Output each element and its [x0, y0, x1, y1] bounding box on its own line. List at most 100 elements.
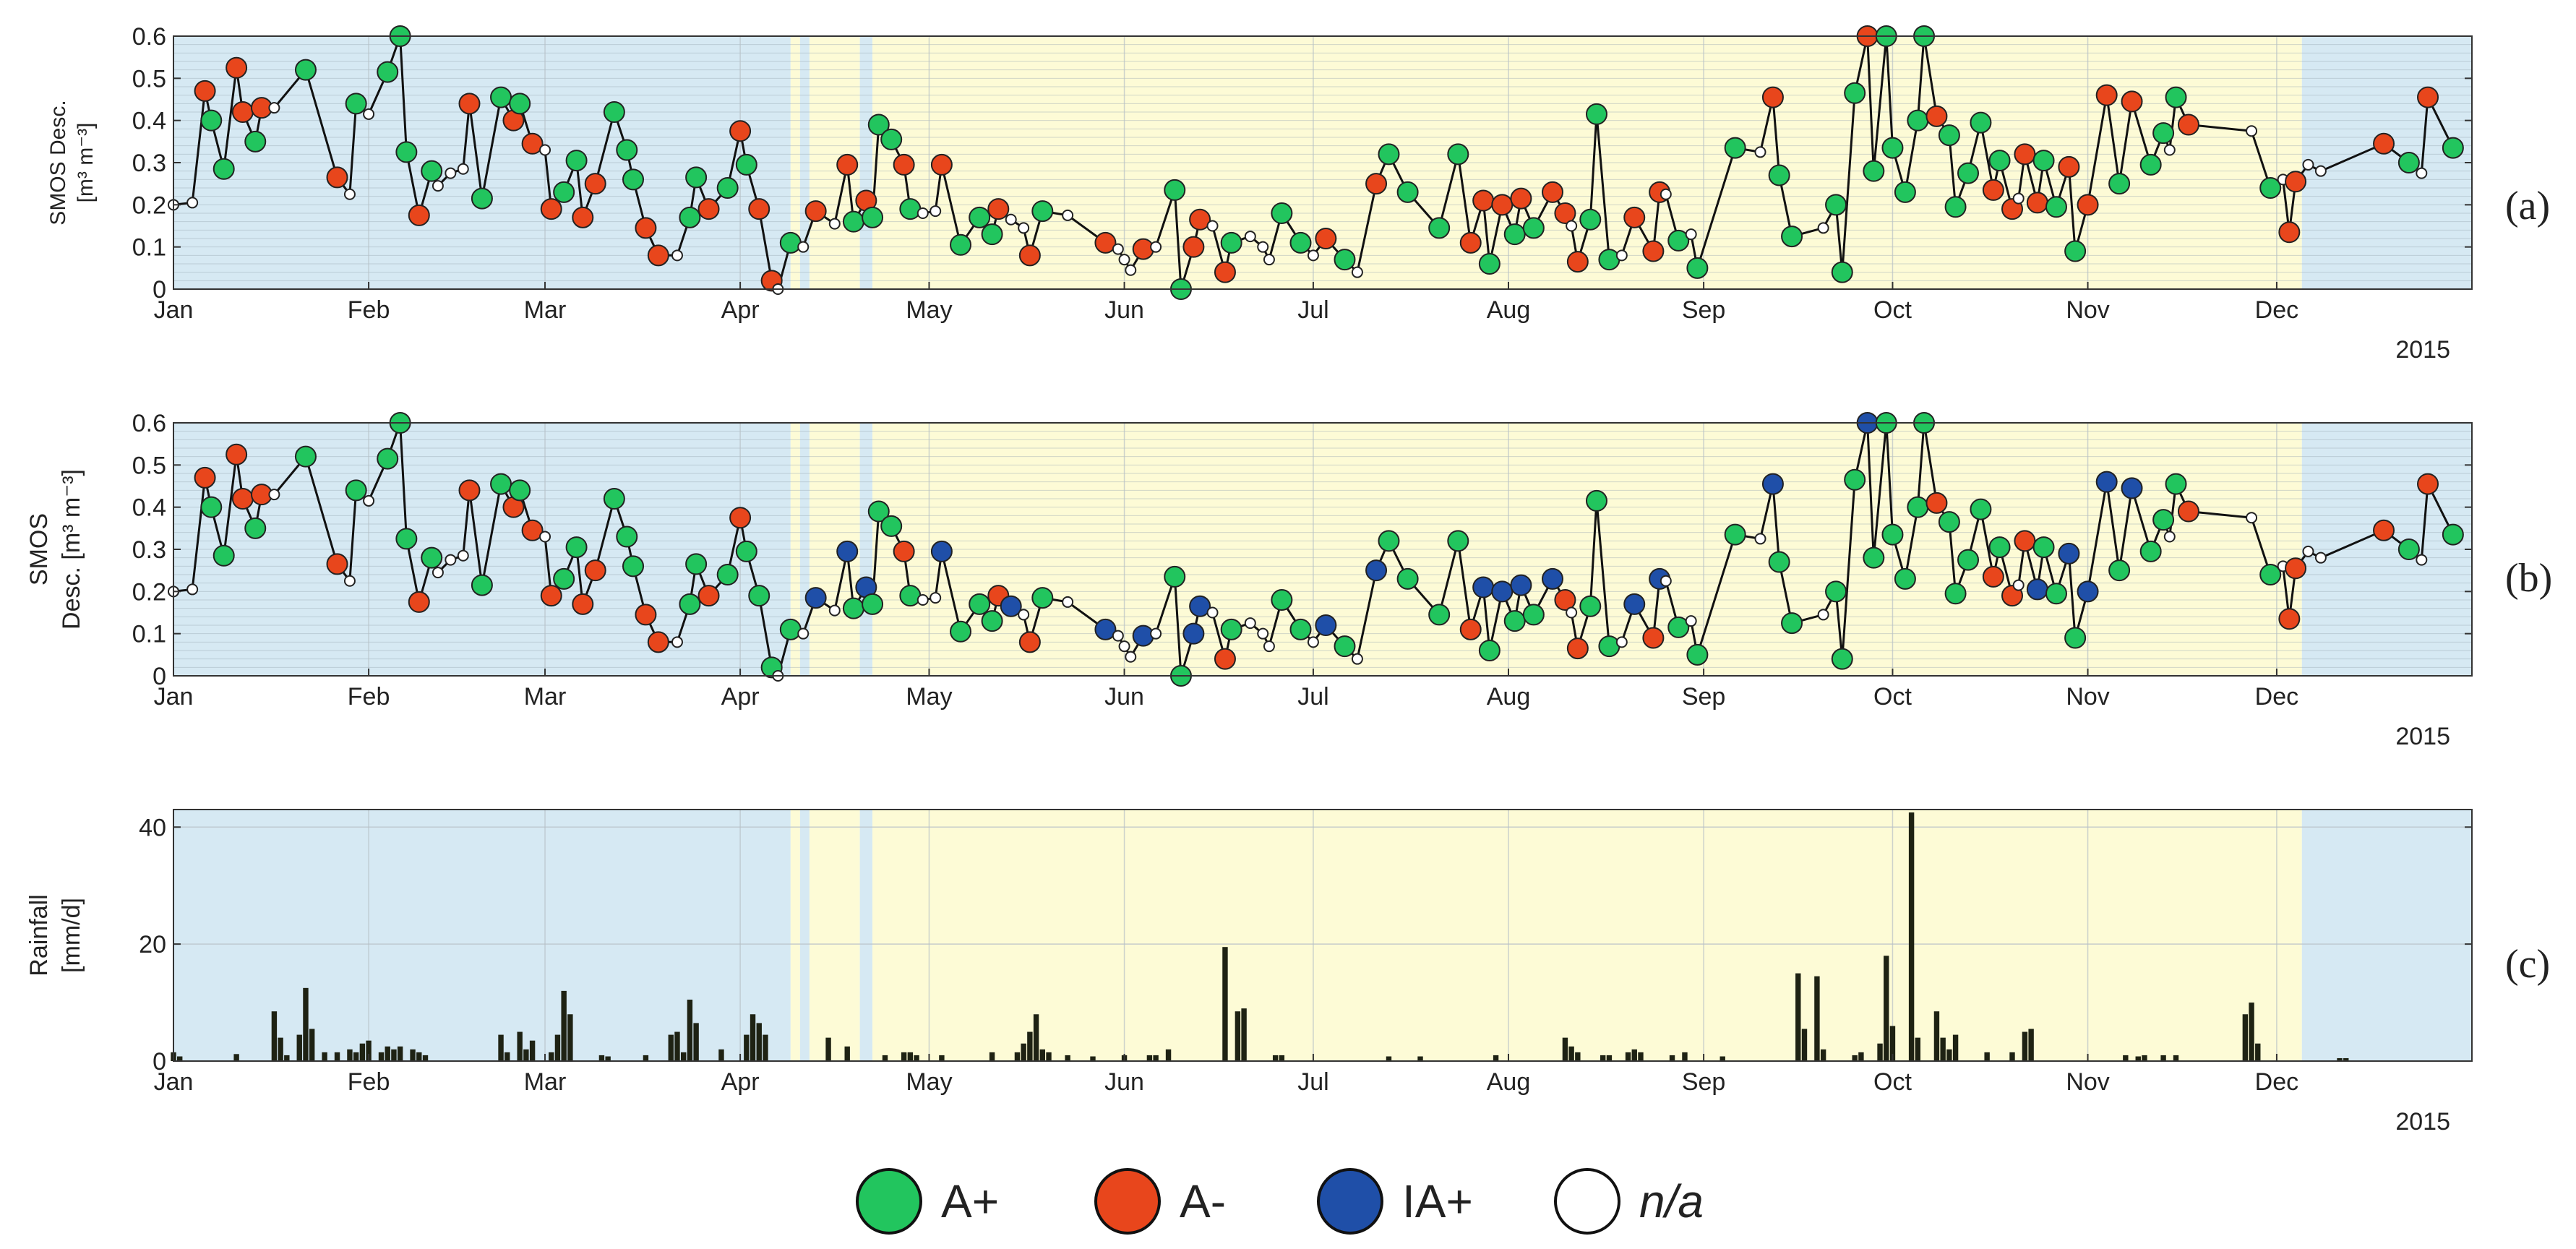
a-point-a-minus — [804, 200, 827, 223]
rainfall-bar — [561, 990, 567, 1061]
b-point-na — [1754, 533, 1766, 545]
a-point-a-minus — [408, 204, 430, 226]
b-point-ia-plus — [1542, 567, 1563, 590]
a-point-a-minus — [226, 56, 248, 79]
rainfall-bar — [2142, 1055, 2147, 1061]
b-point-a-plus — [565, 536, 588, 559]
rainfall-bar — [1820, 1049, 1826, 1061]
b-point-na — [797, 627, 810, 640]
rainfall-bar — [2022, 1031, 2028, 1061]
b-point-na — [828, 604, 841, 617]
a-point-a-plus — [1031, 200, 1054, 223]
a-point-a-plus — [862, 206, 884, 228]
a-point-na — [186, 197, 199, 209]
c-season-band-5 — [872, 810, 2302, 1061]
rainfall-bar — [2249, 1003, 2254, 1061]
b-point-ia-plus — [1510, 574, 1532, 596]
a-point-a-plus — [880, 128, 903, 150]
a-point-na — [2314, 165, 2327, 177]
b-point-a-plus — [2108, 559, 2131, 582]
a-point-a-plus — [950, 233, 972, 256]
b-point-a-minus — [231, 488, 254, 510]
a-point-na — [929, 205, 942, 218]
a-point-a-minus — [458, 93, 481, 115]
rainfall-bar — [233, 1054, 239, 1061]
b-point-na — [2314, 551, 2327, 564]
rainfall-bar — [901, 1052, 907, 1061]
b-point-a-plus — [862, 593, 884, 615]
panel-b-y-axis-label-line2: Desc. [m³ m⁻³] — [58, 469, 85, 630]
b-point-na — [1150, 627, 1162, 640]
c-x-tick-label: Aug — [1487, 1068, 1531, 1096]
b-point-a-plus — [553, 567, 575, 590]
rainfall-bar — [907, 1052, 914, 1061]
b-point-na — [1244, 617, 1256, 630]
b-point-a-plus — [1724, 523, 1746, 546]
b-point-a-plus — [345, 479, 367, 502]
rainfall-bar — [1153, 1055, 1159, 1061]
a-point-a-minus — [1554, 202, 1576, 224]
rainfall-bar — [567, 1014, 573, 1061]
rainfall-bar — [1795, 973, 1801, 1061]
b-point-a-minus — [226, 443, 248, 465]
b-point-a-minus — [893, 540, 915, 562]
c-x-tick-label: Feb — [348, 1068, 390, 1096]
rainfall-bar — [939, 1055, 945, 1061]
rainfall-bar — [505, 1052, 510, 1061]
b-point-na — [1125, 651, 1137, 663]
a-point-a-plus — [421, 160, 443, 182]
a-point-a-plus — [1881, 137, 1904, 159]
b-point-na — [2246, 512, 2258, 524]
b-point-na — [1566, 606, 1578, 619]
rainfall-bar — [2242, 1014, 2249, 1061]
b-x-tick-label: Jan — [154, 683, 194, 711]
c-season-band-1 — [790, 810, 800, 1061]
b-point-na — [2416, 554, 2428, 566]
a-point-a-plus — [1428, 217, 1451, 239]
a-point-a-plus — [2397, 152, 2420, 173]
a-point-na — [1351, 266, 1363, 278]
rainfall-bar — [549, 1052, 554, 1061]
b-point-na — [671, 636, 683, 648]
rainfall-bar — [718, 1049, 724, 1061]
b-point-a-plus — [1334, 635, 1356, 658]
b-point-a-plus — [1881, 523, 1904, 546]
a-y-tick-label: 0.4 — [132, 108, 166, 135]
b-point-a-plus — [1503, 610, 1526, 632]
a-point-na — [797, 241, 810, 253]
a-point-na — [268, 102, 280, 114]
legend-marker-a-minus — [1094, 1168, 1161, 1235]
b-point-a-plus — [2139, 540, 2162, 562]
rainfall-bar — [2135, 1056, 2141, 1061]
b-point-na — [539, 531, 551, 543]
rainfall-bar — [391, 1049, 397, 1061]
a-point-a-plus — [685, 166, 708, 189]
a-point-a-plus — [1988, 150, 2011, 172]
a-point-na — [343, 188, 356, 200]
b-point-ia-plus — [836, 540, 859, 562]
rainfall-bar — [2337, 1057, 2343, 1061]
a-y-tick-label: 0.1 — [132, 234, 166, 262]
c-x-tick-label: Mar — [524, 1068, 567, 1096]
b-point-ia-plus — [2058, 542, 2080, 565]
a-point-a-plus — [1844, 82, 1866, 104]
b-point-a-minus — [1642, 627, 1665, 649]
rainfall-bar — [177, 1056, 183, 1061]
c-x-tick-label: Sep — [1682, 1068, 1726, 1096]
a-point-a-plus — [981, 223, 1003, 246]
a-point-a-minus — [2278, 221, 2301, 244]
rainfall-bar — [1814, 976, 1820, 1061]
panel-c-season-backgrounds — [173, 810, 2472, 1061]
a-season-band-6 — [2301, 36, 2472, 289]
b-y-tick-label: 0 — [153, 663, 166, 690]
rainfall-bar — [2160, 1055, 2166, 1061]
b-point-a-plus — [1844, 468, 1866, 491]
panel-a-x-ticks: Jan Feb Mar Apr May Jun Jul Aug Sep Oct Nov Dec — [154, 282, 2298, 324]
a-point-na — [671, 249, 683, 262]
b-point-a-plus — [200, 496, 223, 518]
a-point-a-minus — [326, 166, 348, 189]
b-point-ia-plus — [1189, 595, 1211, 617]
a-point-a-plus — [471, 187, 493, 210]
a-x-tick-label: Apr — [721, 296, 760, 324]
c-x-tick-label: Dec — [2255, 1068, 2298, 1096]
